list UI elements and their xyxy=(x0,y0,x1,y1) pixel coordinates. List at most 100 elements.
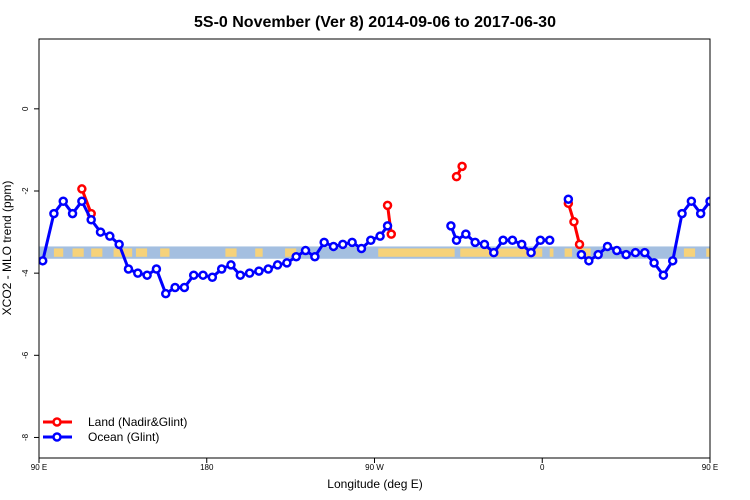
data-point xyxy=(630,247,641,258)
data-point xyxy=(179,282,190,293)
data-point xyxy=(58,196,68,207)
y-tick-label: -8 xyxy=(21,433,30,441)
legend: Land (Nadir&Glint)Ocean (Glint) xyxy=(43,415,187,444)
data-point xyxy=(451,171,462,182)
data-point xyxy=(347,237,357,248)
land-band-patch xyxy=(683,248,696,257)
legend-swatch-point xyxy=(52,417,62,427)
y-tick-label: -4 xyxy=(21,269,30,277)
data-point xyxy=(105,231,115,241)
data-point xyxy=(366,235,376,246)
x-axis-label: Longitude (deg E) xyxy=(327,477,422,491)
data-point xyxy=(160,288,171,299)
land-band-patch xyxy=(549,248,554,257)
data-point xyxy=(621,249,631,260)
y-tick-label: -2 xyxy=(21,187,30,195)
land-band-patch xyxy=(378,248,455,257)
data-point xyxy=(356,243,367,254)
data-point xyxy=(133,268,143,278)
y-axis-label: XCO2 - MLO trend (ppm) xyxy=(0,181,14,316)
data-point xyxy=(451,235,462,246)
data-point xyxy=(489,247,499,258)
data-point xyxy=(382,200,393,211)
data-point xyxy=(705,196,710,207)
data-point xyxy=(584,256,594,266)
data-point xyxy=(716,216,723,223)
data-point xyxy=(649,258,659,268)
series-line xyxy=(580,198,710,278)
data-point xyxy=(86,214,96,225)
land-band-patch xyxy=(225,248,237,257)
data-point xyxy=(235,270,246,280)
data-point xyxy=(254,266,264,276)
land-band-patch xyxy=(460,248,543,257)
data-point xyxy=(375,231,385,241)
data-point xyxy=(695,208,706,219)
series-ocean xyxy=(39,194,741,299)
data-point xyxy=(507,235,518,246)
data-point xyxy=(677,208,687,219)
x-tick-label: 90 E xyxy=(31,463,47,472)
land-band-patch xyxy=(706,248,710,257)
data-point xyxy=(272,260,283,270)
legend-entry: Land (Nadir&Glint) xyxy=(88,415,187,429)
data-point xyxy=(198,270,208,280)
land-ocean-band xyxy=(39,246,750,259)
land-band-patch xyxy=(72,248,84,257)
data-point xyxy=(77,196,87,207)
data-point xyxy=(77,184,87,194)
y-tick-label: 0 xyxy=(21,106,30,111)
data-point xyxy=(151,264,162,274)
x-tick-label: 180 xyxy=(200,463,214,472)
data-point xyxy=(563,194,574,204)
data-point xyxy=(457,161,467,172)
x-tick-label: 90 E xyxy=(702,463,718,472)
data-point xyxy=(282,258,292,268)
data-point xyxy=(470,237,480,248)
data-point xyxy=(142,270,152,280)
series-layer xyxy=(39,161,741,299)
data-point xyxy=(686,196,697,207)
x-tick-label: 0 xyxy=(540,463,545,472)
data-point xyxy=(114,239,124,250)
data-point xyxy=(593,249,603,260)
data-point xyxy=(446,221,456,231)
data-point xyxy=(386,229,397,239)
data-point xyxy=(310,251,320,262)
data-point xyxy=(576,249,587,260)
land-band-patch xyxy=(285,248,297,257)
land-band-patch xyxy=(53,248,64,257)
land-band-patch xyxy=(255,248,263,257)
data-point xyxy=(170,282,180,293)
data-point xyxy=(640,247,650,258)
data-point xyxy=(535,235,546,246)
data-point xyxy=(244,268,255,278)
data-point xyxy=(658,270,669,280)
data-point xyxy=(667,256,678,266)
x-tick-label: 90 W xyxy=(365,463,384,472)
land-band-patch xyxy=(91,248,103,257)
data-point xyxy=(216,264,227,274)
data-point xyxy=(188,270,199,280)
land-band-patch xyxy=(135,248,148,257)
data-point xyxy=(544,235,555,246)
data-point xyxy=(123,264,134,274)
data-point xyxy=(734,233,741,240)
legend-swatch-point xyxy=(52,432,62,442)
data-point xyxy=(569,217,579,227)
data-point xyxy=(574,239,585,250)
series-land xyxy=(77,161,585,250)
data-point xyxy=(39,256,48,266)
legend-entry: Ocean (Glint) xyxy=(88,430,159,444)
land-band-patch xyxy=(160,248,170,257)
y-axis: 0 -2 -4 -6 -8 xyxy=(21,106,39,441)
data-point xyxy=(95,227,106,237)
x-axis: 90 E 180 90 W 0 90 E xyxy=(31,458,718,472)
data-point xyxy=(479,239,490,250)
data-point xyxy=(49,208,59,219)
land-band-patch xyxy=(744,248,750,256)
data-point xyxy=(226,260,236,270)
data-point xyxy=(319,237,329,248)
data-point xyxy=(291,251,301,262)
